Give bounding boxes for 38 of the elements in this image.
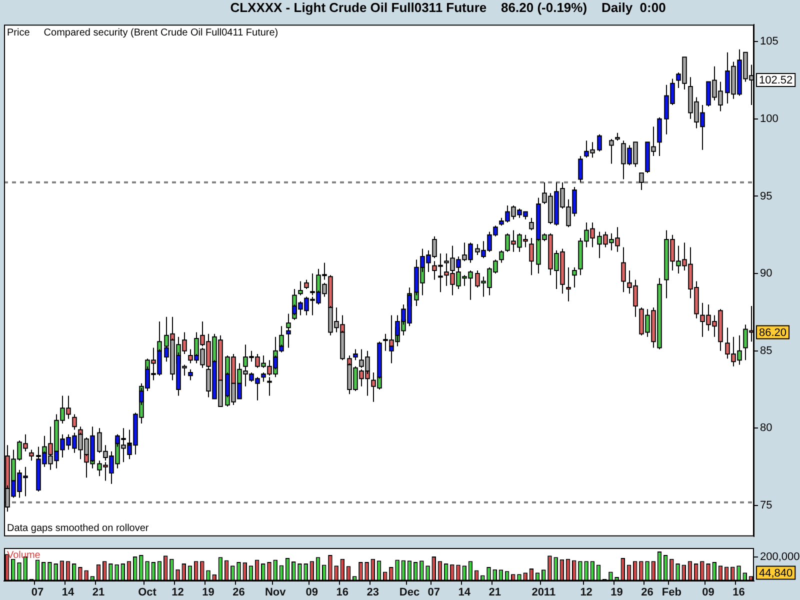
y-tick-label: 90 (760, 268, 772, 280)
y-tick-label: 75 (760, 500, 772, 512)
x-tick-label: 21 (488, 586, 501, 598)
annotation: Compared security (Brent Crude Oil Full0411 Future) (44, 27, 278, 38)
annotation: Price (7, 27, 30, 38)
x-tick-label: 14 (458, 586, 472, 598)
x-tick-label: 09 (306, 586, 318, 598)
x-tick-label: Oct (138, 586, 157, 598)
annotation: 86.20 (759, 326, 787, 339)
annotation: 102.52 (759, 74, 793, 86)
x-tick-label: 26 (232, 586, 245, 598)
x-tick-label: 19 (202, 586, 214, 598)
x-tick-label: 16 (336, 586, 349, 598)
chart-title: CLXXXX - Light Crude Oil Full0311 Future 86.20 (-0.19%) Daily 0:00 (229, 0, 667, 16)
y-tick-label: 80 (760, 422, 772, 434)
y-tick-label: 85 (760, 344, 772, 357)
x-tick-label: 2011 (532, 586, 556, 598)
x-tick-label: 26 (641, 586, 654, 598)
text: 44,840 (759, 567, 793, 580)
annotation: Data gaps smoothed on rollover (7, 523, 150, 534)
chart-title: Volume (7, 550, 41, 561)
x-tick-label: 23 (366, 586, 380, 598)
y-tick-label: 95 (760, 190, 772, 202)
x-tick-label: 07 (428, 586, 440, 598)
y-tick-label: 105 (760, 36, 778, 48)
x-tick-label: 09 (702, 586, 714, 598)
y-tick-label: 100 (760, 112, 778, 125)
x-tick-label: 14 (62, 586, 76, 598)
text: 200,000 (760, 551, 800, 564)
x-tick-label: Dec (399, 586, 420, 598)
x-tick-label: Nov (264, 586, 287, 598)
x-tick-label: 07 (31, 586, 44, 598)
x-tick-label: 12 (580, 586, 592, 598)
x-tick-label: 19 (610, 586, 623, 598)
x-tick-label: 21 (92, 586, 105, 598)
x-tick-label: 12 (172, 586, 184, 598)
x-tick-label: Feb (662, 586, 682, 598)
x-tick-label: 16 (732, 586, 745, 598)
